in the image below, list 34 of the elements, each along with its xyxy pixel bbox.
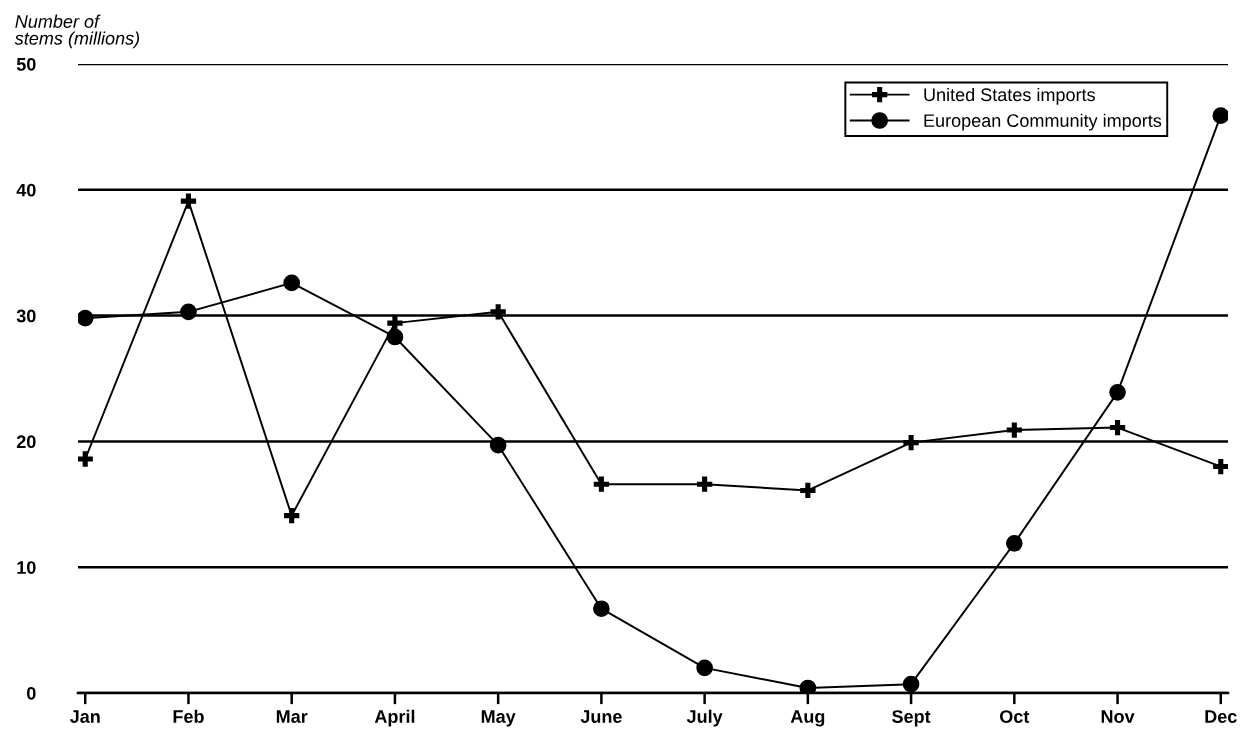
- legend-label: European Community imports: [924, 113, 1162, 131]
- x-tick-label: Jan: [69, 710, 100, 723]
- point: [283, 274, 301, 292]
- x-tick-label: Dec: [1205, 710, 1237, 723]
- y-axis-title: Number of stems (millions): [14, 14, 140, 49]
- x-tick-label: July: [686, 709, 723, 727]
- y-tick-label: 20: [16, 435, 36, 449]
- y-tick-label: 40: [16, 183, 36, 197]
- x-tick-label: Aug: [790, 710, 825, 727]
- x-tick-label: Sept: [892, 710, 931, 727]
- point: [902, 675, 920, 693]
- point: [696, 659, 713, 677]
- y-tick-label: 0: [27, 686, 36, 700]
- point: [180, 303, 197, 321]
- y-tick-label: 50: [16, 57, 36, 71]
- point: [1109, 384, 1126, 401]
- point: [1212, 107, 1228, 124]
- point: [489, 436, 507, 454]
- x-tick-label: Mar: [276, 710, 308, 723]
- x-tick-label: April: [374, 709, 415, 727]
- y-tick-label: 10: [17, 561, 36, 574]
- y-tick-label: 30: [16, 309, 36, 323]
- x-tick-label: Feb: [173, 709, 204, 723]
- point: [799, 679, 817, 693]
- point: [1006, 422, 1022, 438]
- x-tick-label: June: [580, 710, 622, 723]
- point: [1005, 534, 1023, 552]
- point: [386, 328, 404, 346]
- point: [78, 309, 94, 327]
- x-tick-label: Oct: [1000, 710, 1030, 723]
- legend-label: United States imports: [924, 87, 1095, 105]
- x-tick-label: Nov: [1101, 710, 1135, 723]
- point: [593, 600, 610, 618]
- x-tick-label: May: [481, 710, 516, 727]
